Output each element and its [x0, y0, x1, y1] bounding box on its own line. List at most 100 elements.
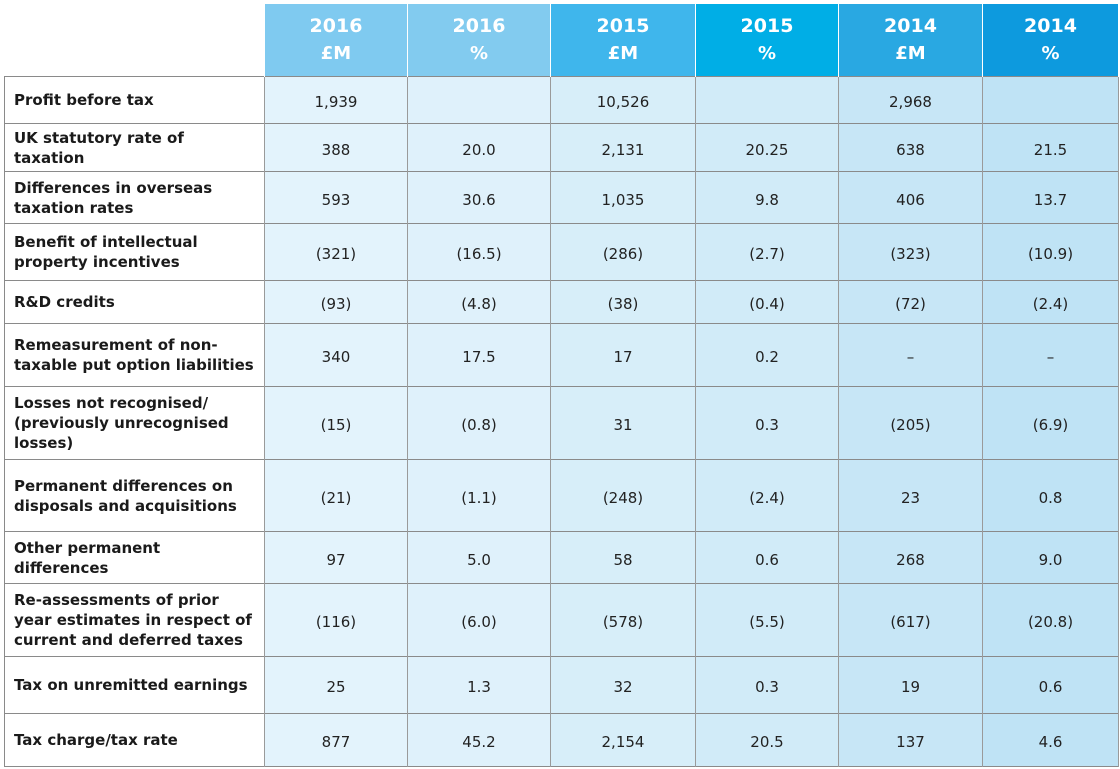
table-cell: 20.5 — [695, 713, 839, 767]
header-2015-pct: 2015% — [695, 4, 839, 77]
table-cell: 1,939 — [264, 76, 408, 124]
table-cell: (15) — [264, 386, 408, 460]
tax-reconciliation-table: 2016 £M 2016% 2015 £M 2015% 2014 £M 2014% P… — [4, 4, 1119, 767]
table-cell: 406 — [838, 171, 983, 224]
table-cell: (5.5) — [695, 583, 839, 657]
table-cell: (617) — [838, 583, 983, 657]
table-cell: (10.9) — [982, 223, 1119, 281]
table-cell: (1.1) — [407, 459, 551, 532]
table-cell: (93) — [264, 280, 408, 324]
table-cell: (38) — [550, 280, 696, 324]
table-cell: 13.7 — [982, 171, 1119, 224]
table-cell: (20.8) — [982, 583, 1119, 657]
table-row: Other permanent differences 97 5.0 58 0.6 268… — [4, 531, 1119, 584]
table-cell: (205) — [838, 386, 983, 460]
table-cell: 137 — [838, 713, 983, 767]
table-cell: (116) — [264, 583, 408, 657]
table-cell: 0.3 — [695, 656, 839, 714]
table-cell: (21) — [264, 459, 408, 532]
table-row: Losses not recognised/ (previously unrec… — [4, 386, 1119, 460]
table-row: Benefit of intellectual property incenti… — [4, 223, 1119, 281]
table-cell: 97 — [264, 531, 408, 584]
table-cell: 32 — [550, 656, 696, 714]
table-cell: – — [982, 323, 1119, 387]
table-cell: (321) — [264, 223, 408, 281]
table-cell — [695, 76, 839, 124]
table-cell: 10,526 — [550, 76, 696, 124]
table-row: UK statutory rate of taxation 388 20.0 2,13… — [4, 123, 1119, 172]
table-cell: 0.8 — [982, 459, 1119, 532]
table-cell: 388 — [264, 123, 408, 172]
table-row: Differences in overseas taxation rates 59… — [4, 171, 1119, 224]
table-cell: (2.4) — [982, 280, 1119, 324]
table-row: Tax charge/tax rate 877 45.2 2,154 20.5 137 4.… — [4, 713, 1119, 767]
row-label: R&D credits — [4, 280, 265, 324]
table-cell: 0.6 — [982, 656, 1119, 714]
table-cell: 268 — [838, 531, 983, 584]
row-label: Losses not recognised/ (previously unrec… — [4, 386, 265, 460]
table-cell: 9.8 — [695, 171, 839, 224]
table-row: Re-assessments of prior year estimates i… — [4, 583, 1119, 657]
header-2016-pct: 2016% — [407, 4, 551, 77]
table-cell: 593 — [264, 171, 408, 224]
table-cell: 45.2 — [407, 713, 551, 767]
table-cell: – — [838, 323, 983, 387]
table-cell: 0.3 — [695, 386, 839, 460]
table-cell: (72) — [838, 280, 983, 324]
table-cell: (6.0) — [407, 583, 551, 657]
table-header: 2016 £M 2016% 2015 £M 2015% 2014 £M 2014% — [4, 4, 1119, 77]
table-cell: (578) — [550, 583, 696, 657]
table-cell: (248) — [550, 459, 696, 532]
table-body: Profit before tax 1,939 10,526 2,968 UK stat… — [4, 76, 1119, 767]
table-cell: (2.4) — [695, 459, 839, 532]
table-cell: (2.7) — [695, 223, 839, 281]
row-label: UK statutory rate of taxation — [4, 123, 265, 172]
table-cell: 4.6 — [982, 713, 1119, 767]
table-cell: 2,968 — [838, 76, 983, 124]
table-row: Profit before tax 1,939 10,526 2,968 — [4, 76, 1119, 124]
header-row: 2016 £M 2016% 2015 £M 2015% 2014 £M 2014% — [4, 4, 1119, 77]
row-label: Profit before tax — [4, 76, 265, 124]
table-cell: 20.25 — [695, 123, 839, 172]
table-cell: (0.8) — [407, 386, 551, 460]
header-2014-pct: 2014% — [982, 4, 1119, 77]
table-cell: (16.5) — [407, 223, 551, 281]
row-label: Permanent differences on disposals and a… — [4, 459, 265, 532]
table-cell: 9.0 — [982, 531, 1119, 584]
row-label: Differences in overseas taxation rates — [4, 171, 265, 224]
table-cell: 19 — [838, 656, 983, 714]
table-cell: 2,154 — [550, 713, 696, 767]
table-cell: 2,131 — [550, 123, 696, 172]
table-cell: 0.2 — [695, 323, 839, 387]
table-cell: (0.4) — [695, 280, 839, 324]
row-label: Other permanent differences — [4, 531, 265, 584]
table-cell: 31 — [550, 386, 696, 460]
table-cell: (323) — [838, 223, 983, 281]
table-cell: 5.0 — [407, 531, 551, 584]
table-row: Tax on unremitted earnings 25 1.3 32 0.3 19 0.… — [4, 656, 1119, 714]
table-row: R&D credits (93) (4.8) (38) (0.4) (72) (2.4) — [4, 280, 1119, 324]
table-cell: 23 — [838, 459, 983, 532]
table-cell — [407, 76, 551, 124]
header-corner — [4, 4, 265, 77]
table-cell: (4.8) — [407, 280, 551, 324]
row-label: Benefit of intellectual property incenti… — [4, 223, 265, 281]
table-cell: 877 — [264, 713, 408, 767]
table-cell: 17 — [550, 323, 696, 387]
table-cell: 0.6 — [695, 531, 839, 584]
table-cell — [982, 76, 1119, 124]
table-cell: 340 — [264, 323, 408, 387]
table-row: Permanent differences on disposals and a… — [4, 459, 1119, 532]
table-cell: (286) — [550, 223, 696, 281]
table-cell: 1,035 — [550, 171, 696, 224]
header-2015-gbp: 2015 £M — [550, 4, 696, 77]
table-cell: 1.3 — [407, 656, 551, 714]
table-cell: 58 — [550, 531, 696, 584]
table-cell: 25 — [264, 656, 408, 714]
header-2016-gbp: 2016 £M — [264, 4, 408, 77]
table-cell: 21.5 — [982, 123, 1119, 172]
table-cell: 17.5 — [407, 323, 551, 387]
row-label: Re-assessments of prior year estimates i… — [4, 583, 265, 657]
table-cell: 30.6 — [407, 171, 551, 224]
table-cell: 20.0 — [407, 123, 551, 172]
